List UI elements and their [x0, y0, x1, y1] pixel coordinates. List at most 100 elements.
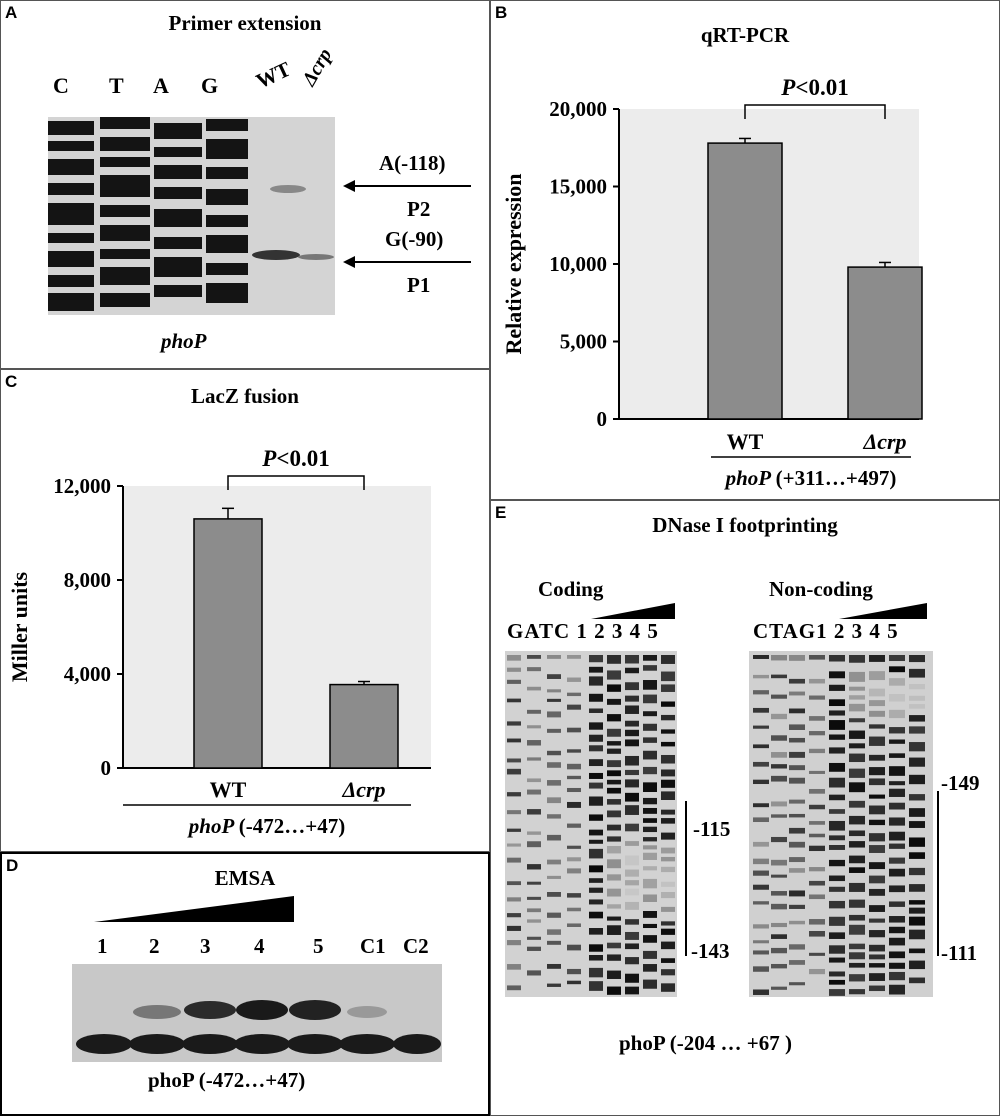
gel-band	[809, 952, 825, 956]
gel-band	[789, 708, 805, 714]
gel-band	[589, 666, 603, 673]
gel-band	[889, 709, 905, 719]
noncoding-gel-image	[753, 655, 925, 996]
gel-band	[547, 655, 561, 659]
gel-band	[643, 878, 657, 889]
gel-band	[625, 792, 639, 802]
gel-band	[567, 893, 581, 898]
gel-band	[527, 908, 541, 913]
gel-band	[625, 880, 639, 886]
noncoding-protected-region-bracket	[937, 791, 939, 956]
gel-band	[809, 678, 825, 684]
gel-band	[771, 986, 787, 990]
gel-band	[869, 805, 885, 815]
gel-band	[547, 780, 561, 786]
gel-band	[625, 729, 639, 737]
gene-label-d: phoP (-472…+47)	[148, 1068, 306, 1092]
gel-band	[661, 809, 675, 815]
gel-band	[849, 989, 865, 995]
gel-band	[889, 831, 905, 841]
gel-band	[607, 846, 621, 854]
gel-band	[547, 983, 561, 987]
qrt-pcr-chart: 0 5,000 10,000 15,000 20,000 Relative express…	[501, 75, 923, 490]
gel-band	[607, 741, 621, 746]
gel-band	[909, 726, 925, 734]
gel-band	[753, 707, 769, 713]
gel-band	[771, 775, 787, 782]
gel-band	[809, 845, 825, 852]
gel-band	[607, 888, 621, 897]
gel-band	[909, 742, 925, 752]
gel-band	[753, 655, 769, 659]
gel-band	[589, 796, 603, 806]
gel-band	[643, 750, 657, 760]
gel-band	[869, 819, 885, 826]
panel-b-title: qRT-PCR	[700, 23, 790, 47]
gel-band	[771, 859, 787, 866]
gel-band	[889, 937, 905, 946]
gel-band	[789, 920, 805, 925]
gel-band	[849, 914, 865, 921]
gel-band	[567, 677, 581, 682]
panel-e-label: E	[495, 503, 507, 522]
gel-band	[625, 705, 639, 714]
emsa-lane-2: 2	[149, 934, 160, 958]
gel-band	[507, 721, 521, 726]
panel-c-label: C	[5, 372, 18, 391]
gel-band	[849, 743, 865, 749]
gel-band	[789, 944, 805, 950]
gel-band	[643, 723, 657, 731]
gel-band	[809, 716, 825, 721]
gel-band	[869, 655, 885, 662]
gel-band	[567, 823, 581, 828]
gene-label-e: phoP (-204 … +67 )	[619, 1031, 792, 1055]
gel-band	[829, 747, 845, 754]
gel-band	[829, 875, 845, 882]
gel-band	[567, 704, 581, 710]
lacz-significance-bracket	[227, 475, 365, 490]
gel-band	[567, 980, 581, 985]
gel-band	[607, 787, 621, 794]
gel-band	[849, 830, 865, 837]
arrow-p2-icon	[343, 180, 471, 192]
gel-band	[589, 911, 603, 919]
gel-band	[849, 703, 865, 712]
gel-band	[589, 955, 603, 961]
gel-band	[625, 779, 639, 788]
gel-band	[889, 843, 905, 849]
gel-band	[507, 925, 521, 931]
gel-band	[753, 940, 769, 944]
noncoding-top-position: -149	[941, 771, 980, 795]
gel-band	[753, 924, 769, 929]
gel-band	[849, 952, 865, 960]
gel-band	[849, 841, 865, 848]
panel-c-title: LacZ fusion	[191, 384, 299, 408]
gel-band	[753, 725, 769, 729]
gel-band	[567, 845, 581, 849]
lacz-y-tick-label: 0	[101, 756, 112, 780]
gel-band	[809, 655, 825, 660]
gel-band	[753, 803, 769, 808]
gel-band	[625, 695, 639, 702]
gel-band	[771, 891, 787, 896]
gel-band	[869, 845, 885, 853]
gel-band	[625, 973, 639, 983]
gel-band	[909, 837, 925, 847]
gel-band	[643, 680, 657, 690]
gel-band	[547, 814, 561, 819]
gel-band	[909, 821, 925, 828]
panel-b-label: B	[495, 3, 508, 22]
gel-band	[789, 904, 805, 909]
gel-band	[547, 728, 561, 733]
gel-band	[589, 655, 603, 663]
gel-band	[829, 710, 845, 716]
gel-band	[507, 843, 521, 847]
gel-band	[527, 919, 541, 923]
gel-band	[589, 745, 603, 752]
gel-band	[849, 753, 865, 763]
gel-band	[809, 894, 825, 900]
gel-band	[507, 897, 521, 902]
gel-band	[643, 655, 657, 661]
gel-band	[547, 929, 561, 935]
panel-a-label: A	[5, 3, 18, 22]
